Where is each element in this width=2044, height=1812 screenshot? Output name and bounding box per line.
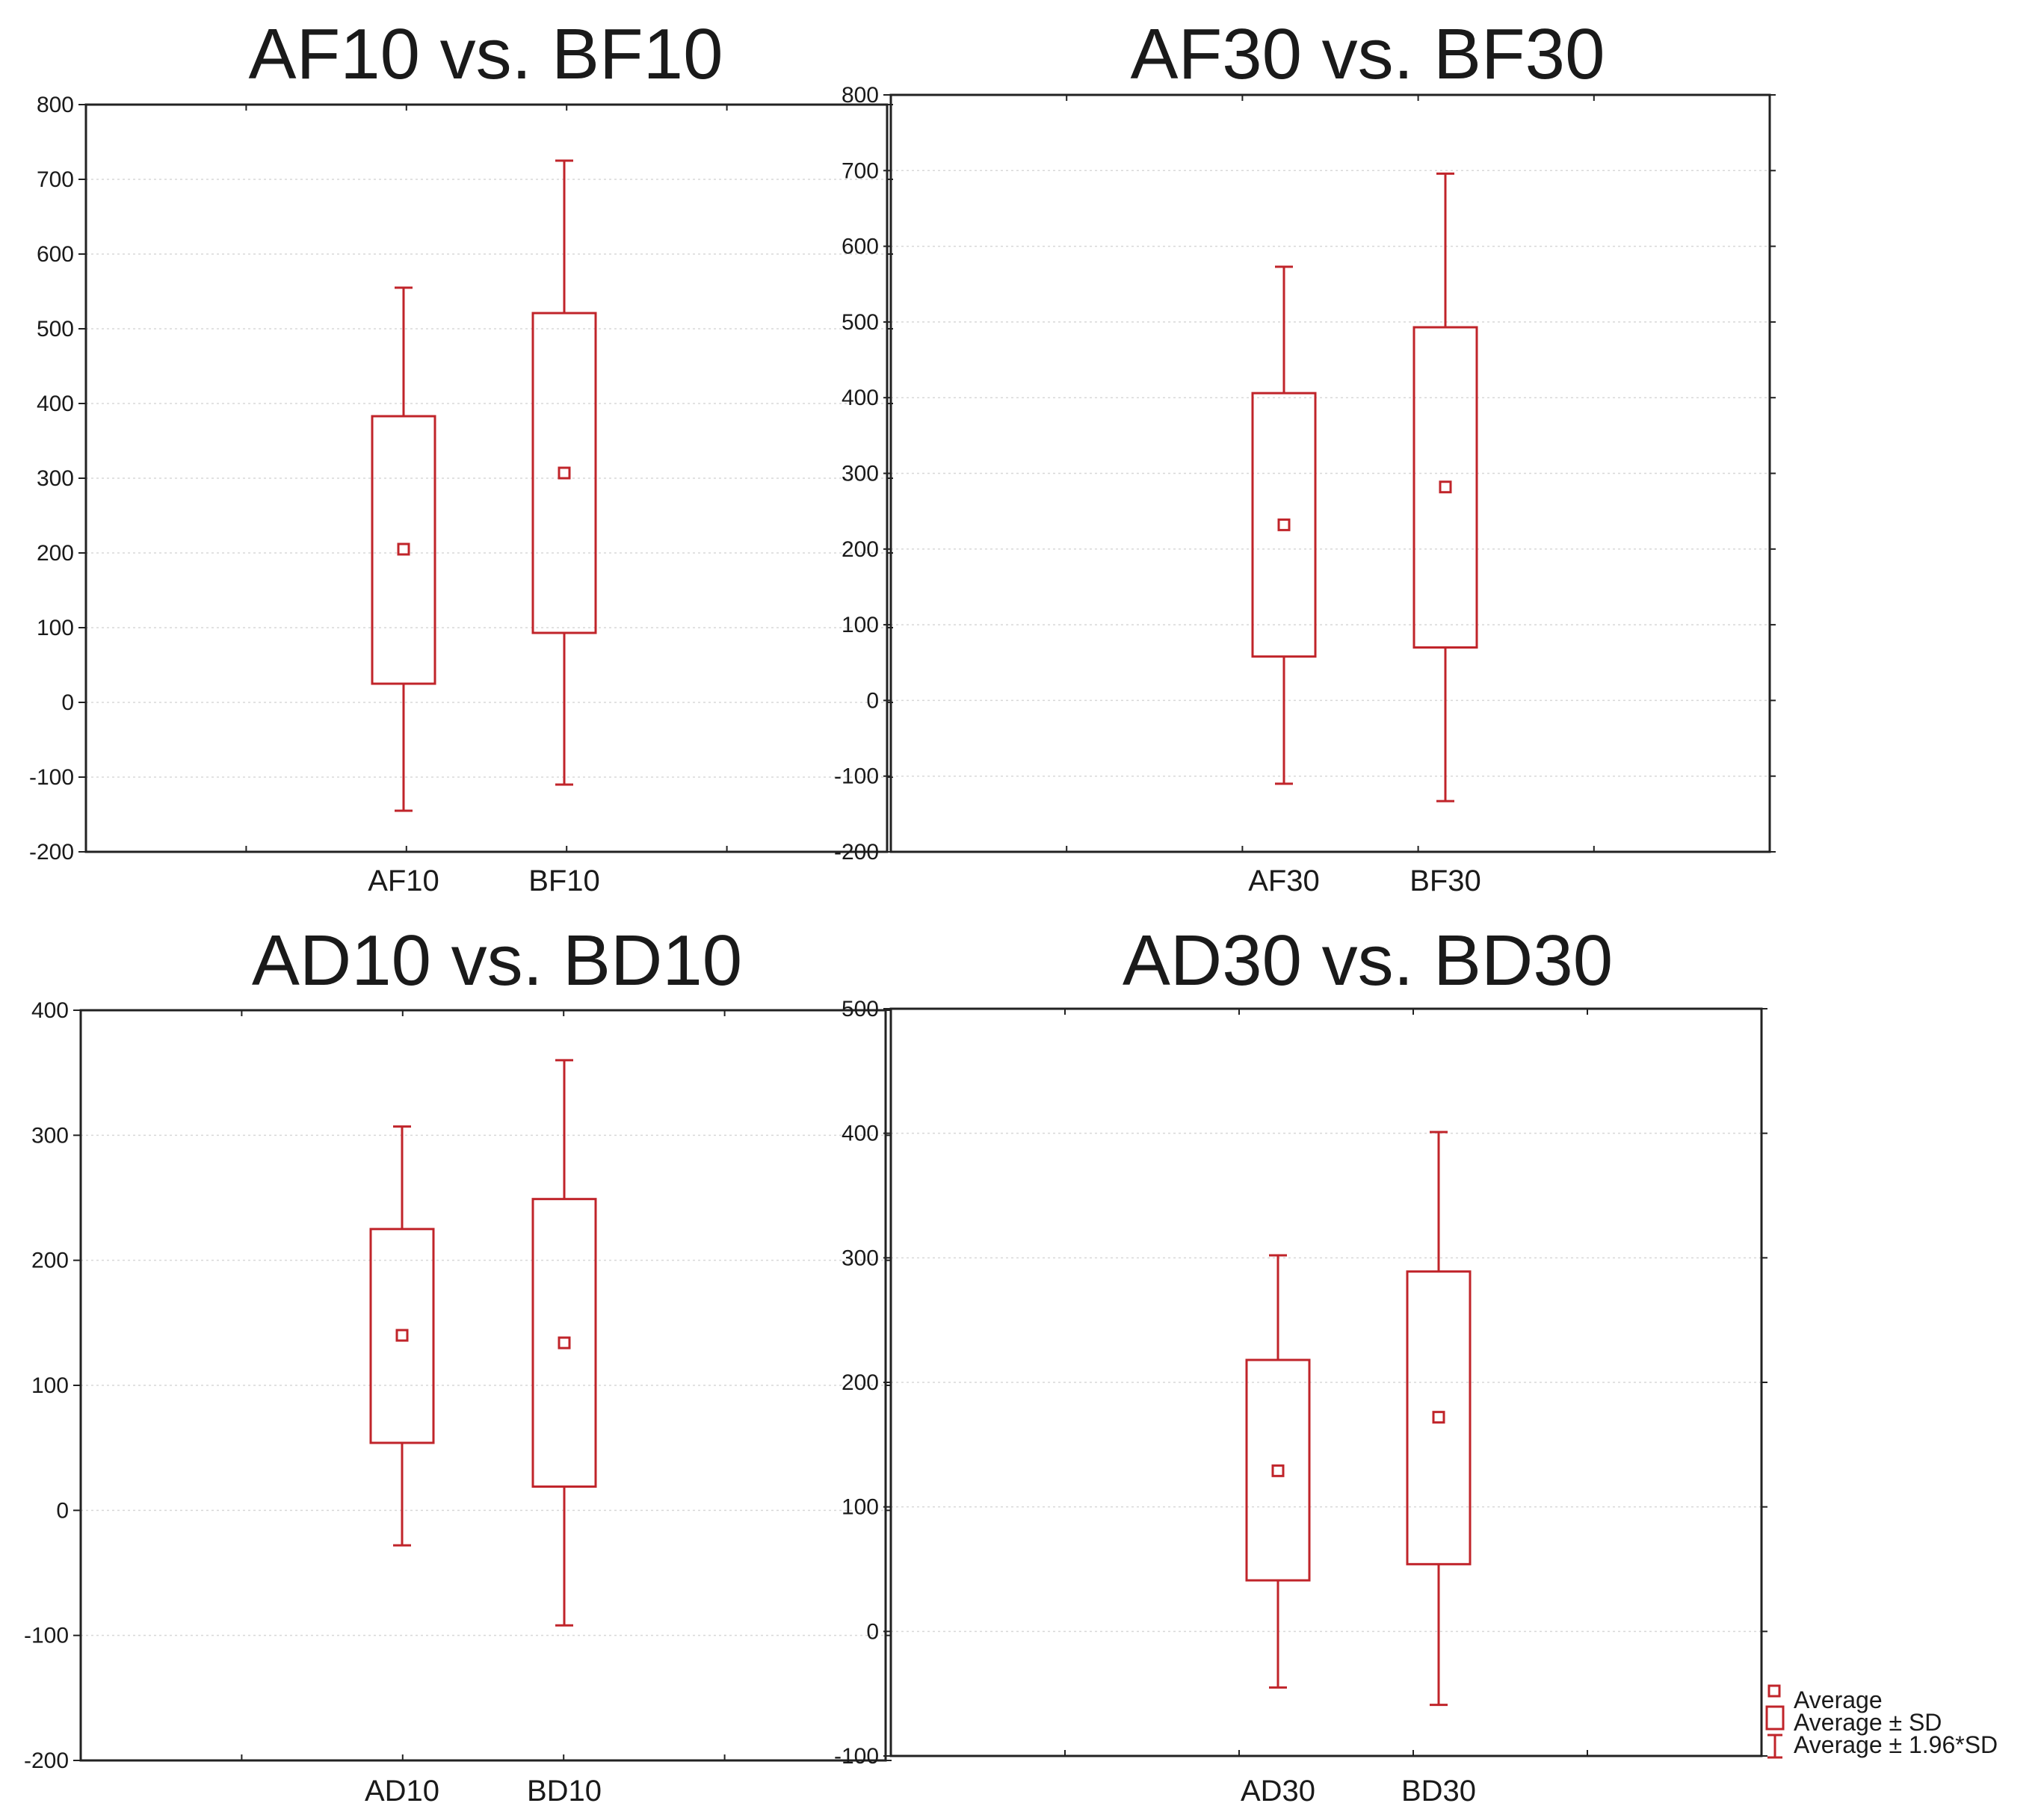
y-tick-label: 300 <box>842 1246 879 1270</box>
y-tick-label: 700 <box>37 167 74 192</box>
average-marker-ad10 <box>395 1329 409 1342</box>
series-bf10: BF10 <box>528 159 600 897</box>
series-ad30: AD30 <box>1241 1254 1315 1808</box>
sd-box-ad10 <box>369 1228 435 1444</box>
y-tick-label: -200 <box>24 1748 69 1773</box>
average-marker-af10 <box>397 542 410 556</box>
chart-title-af10-vs-bf10: AF10 vs. BF10 <box>249 14 723 94</box>
chart-title-ad30-vs-bd30: AD30 vs. BD30 <box>1123 921 1613 1001</box>
y-tick-label: 0 <box>61 690 74 715</box>
chart-title-af30-vs-bf30: AF30 vs. BF30 <box>1131 14 1605 94</box>
legend-sd-marker <box>1765 1705 1785 1731</box>
series-bd10: BD10 <box>527 1059 602 1808</box>
average-marker-bd10 <box>558 1336 571 1349</box>
y-tick-label: 200 <box>842 1370 879 1395</box>
legend-sd-label: Average ± SD <box>1794 1709 1942 1736</box>
chart-title-ad10-vs-bd10: AD10 vs. BD10 <box>252 921 742 1001</box>
y-tick-label: 500 <box>842 997 879 1021</box>
y-tick-label: 400 <box>842 386 879 410</box>
category-label-bf30: BF30 <box>1410 865 1481 897</box>
y-tick-label: 100 <box>842 613 879 637</box>
average-marker-bf10 <box>558 466 571 480</box>
legend-average-marker <box>1767 1684 1781 1698</box>
series-bd30: BD30 <box>1401 1131 1476 1808</box>
y-tick-label: 500 <box>842 310 879 335</box>
category-label-bd30: BD30 <box>1401 1775 1476 1808</box>
legend: Average Average ± SD Average ± 1.96*SD <box>1765 1684 1998 1759</box>
category-label-bf10: BF10 <box>528 865 600 897</box>
sd-box-af10 <box>371 415 436 685</box>
chart-panel-ad10-bd10: 400 300 200 100 0 -100 -200 AD10 vs. BD10 AD10 BD… <box>24 921 892 1808</box>
sd-box-bf10 <box>531 312 597 634</box>
y-tick-label: 0 <box>56 1498 69 1523</box>
y-tick-label: 400 <box>31 998 69 1023</box>
y-tick-label: -100 <box>834 764 879 789</box>
y-tick-label: 700 <box>842 158 879 183</box>
average-marker-bd30 <box>1432 1411 1445 1424</box>
sd-box-bf30 <box>1412 326 1478 649</box>
y-tick-label: 600 <box>37 242 74 267</box>
y-tick-label: 300 <box>31 1123 69 1148</box>
series-ad10: AD10 <box>365 1125 439 1808</box>
sd-box-ad30 <box>1245 1358 1311 1582</box>
y-tick-label: -100 <box>29 765 74 790</box>
y-tick-label: 100 <box>842 1495 879 1520</box>
y-tick-label: 200 <box>37 541 74 566</box>
y-tick-label: 0 <box>866 1619 879 1644</box>
legend-average-label: Average <box>1794 1686 1883 1713</box>
category-label-ad10: AD10 <box>365 1775 439 1808</box>
y-tick-label: 500 <box>37 317 74 341</box>
sd-box-bd10 <box>531 1198 597 1488</box>
y-tick-label: 300 <box>37 466 74 491</box>
chart-panel-ad30-bd30: 500 400 300 200 100 0 -100 AD30 vs. BD30 AD30 BD3… <box>834 921 1767 1808</box>
chart-panel-af30-bf30: 800 700 600 500 400 300 200 100 0 -100 -200 AF30 vs… <box>834 14 1776 897</box>
average-marker-bf30 <box>1439 480 1452 494</box>
y-tick-label: -200 <box>29 840 74 865</box>
category-label-af10: AF10 <box>368 865 439 897</box>
y-tick-label: 100 <box>37 616 74 640</box>
y-tick-label: -100 <box>24 1624 69 1648</box>
y-tick-label: 800 <box>37 93 74 117</box>
y-tick-label: 200 <box>842 537 879 562</box>
y-tick-label: 400 <box>37 392 74 416</box>
category-label-af30: AF30 <box>1248 865 1320 897</box>
series-af30: AF30 <box>1248 265 1320 897</box>
y-tick-label: 800 <box>842 83 879 108</box>
average-marker-af30 <box>1277 518 1291 531</box>
y-tick-label: 400 <box>842 1122 879 1146</box>
y-tick-label: 0 <box>866 688 879 713</box>
series-bf30: BF30 <box>1410 172 1481 897</box>
category-label-bd10: BD10 <box>527 1775 602 1808</box>
sd-box-af30 <box>1251 392 1317 658</box>
sd-box-bd30 <box>1406 1270 1472 1565</box>
average-marker-ad30 <box>1271 1464 1285 1477</box>
y-tick-label: 200 <box>31 1249 69 1273</box>
y-tick-label: 600 <box>842 235 879 259</box>
y-tick-label: 300 <box>842 462 879 486</box>
category-label-ad30: AD30 <box>1241 1775 1315 1808</box>
series-af10: AF10 <box>368 286 439 897</box>
legend-ci-label: Average ± 1.96*SD <box>1794 1731 1998 1758</box>
chart-panel-af10-bf10: 800 700 600 500 400 300 200 100 0 -100 -200 AF10 vs… <box>29 14 893 897</box>
y-tick-label: 100 <box>31 1373 69 1398</box>
y-tick-label: -200 <box>834 840 879 865</box>
y-tick-label: -100 <box>834 1744 879 1769</box>
